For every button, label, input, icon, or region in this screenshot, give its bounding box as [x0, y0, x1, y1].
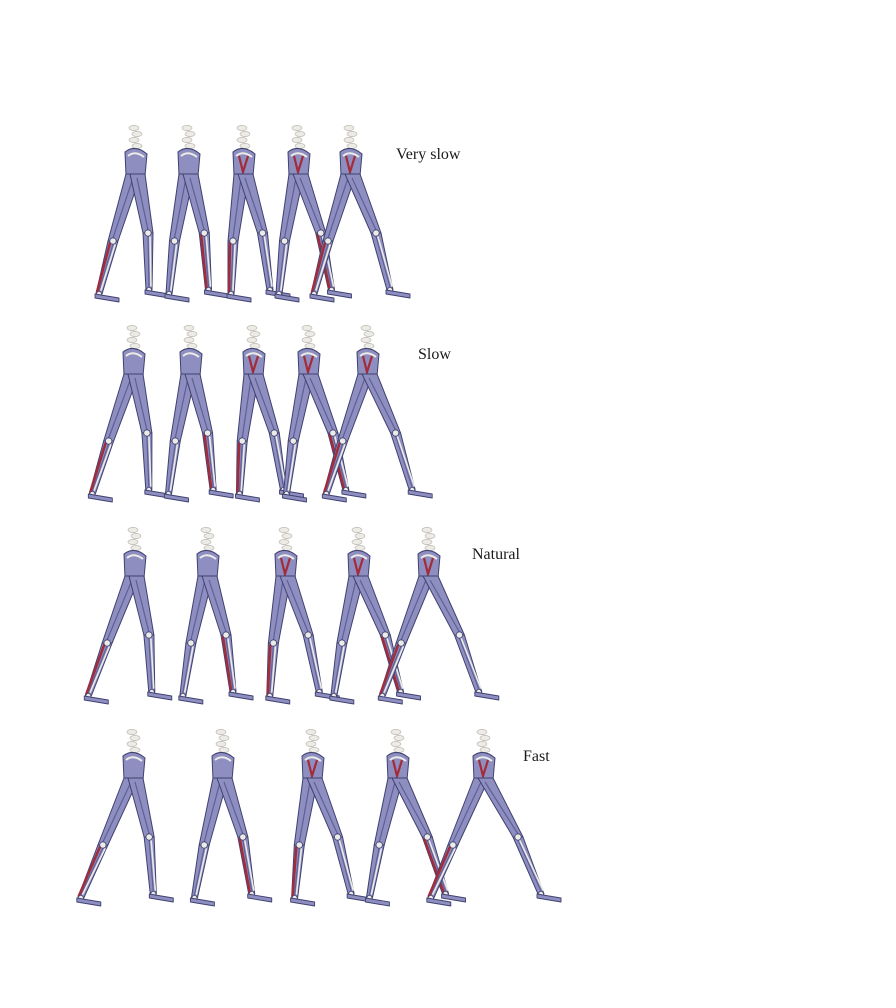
- row-label-very-slow: Very slow: [396, 146, 461, 163]
- back-leg: [178, 575, 214, 705]
- back-leg: [321, 373, 374, 503]
- row-slow: Slow: [0, 318, 896, 518]
- walk-frame-2: [189, 729, 273, 907]
- frames-fast: [76, 729, 562, 907]
- walk-frame-3: [226, 125, 291, 303]
- walk-frame-2: [164, 325, 234, 503]
- back-leg: [83, 575, 141, 705]
- walk-frame-2: [164, 125, 229, 303]
- walk-frame-5: [377, 527, 500, 705]
- front-leg: [361, 373, 433, 499]
- walk-frame-5: [426, 729, 562, 907]
- front-leg: [127, 777, 174, 903]
- front-leg: [201, 575, 254, 701]
- walk-frame-4: [364, 729, 467, 907]
- walk-frame-5: [309, 125, 411, 303]
- back-leg: [274, 173, 305, 303]
- walk-frame-5: [321, 325, 433, 503]
- back-leg: [189, 777, 229, 907]
- front-leg: [422, 575, 500, 701]
- walk-frame-1: [83, 527, 173, 705]
- front-leg: [129, 173, 170, 299]
- back-leg: [87, 373, 140, 503]
- front-leg: [344, 173, 411, 299]
- front-leg: [182, 173, 229, 299]
- row-very-slow: Very slow: [0, 118, 896, 318]
- front-leg: [477, 777, 562, 903]
- frames-slow: [87, 325, 433, 503]
- front-leg: [237, 173, 291, 299]
- walk-frame-1: [76, 729, 174, 907]
- back-leg: [76, 777, 140, 907]
- row-label-slow: Slow: [418, 346, 451, 363]
- frames-natural: [83, 527, 500, 705]
- row-fast: Fast: [0, 722, 896, 922]
- back-leg: [282, 373, 315, 503]
- walk-frame-2: [178, 527, 254, 705]
- walk-frame-1: [87, 325, 170, 503]
- back-leg: [426, 777, 490, 907]
- front-leg: [127, 373, 170, 499]
- front-leg: [216, 777, 273, 903]
- front-leg: [279, 575, 340, 701]
- front-leg: [128, 575, 173, 701]
- frames-very-slow: [94, 125, 411, 303]
- front-leg: [306, 777, 372, 903]
- front-leg: [391, 777, 467, 903]
- walk-frame-3: [290, 729, 372, 907]
- walk-frame-3: [234, 325, 304, 503]
- back-leg: [309, 173, 357, 303]
- walk-frame-4: [274, 125, 352, 303]
- row-label-fast: Fast: [523, 748, 550, 765]
- back-leg: [377, 575, 435, 705]
- back-leg: [265, 575, 292, 705]
- row-natural: Natural: [0, 520, 896, 720]
- back-leg: [94, 173, 142, 303]
- back-leg: [329, 575, 365, 705]
- front-leg: [184, 373, 234, 499]
- walk-frame-3: [265, 527, 340, 705]
- walk-frame-1: [94, 125, 170, 303]
- row-label-natural: Natural: [472, 546, 520, 563]
- back-leg: [290, 777, 319, 907]
- back-leg: [364, 777, 404, 907]
